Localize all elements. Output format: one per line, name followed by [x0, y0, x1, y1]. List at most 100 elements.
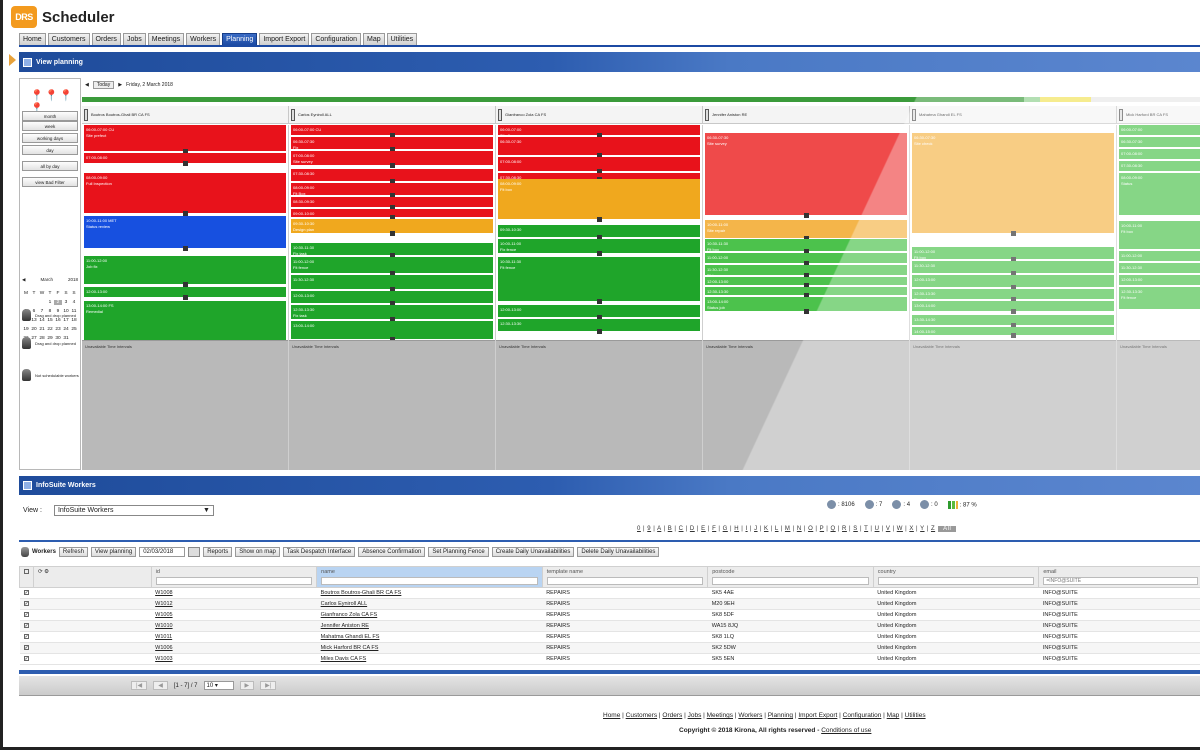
appointment-block[interactable]: 07:30-08:30 — [498, 173, 700, 179]
resize-handle-icon[interactable] — [389, 317, 395, 322]
column-header-email[interactable]: email =INFO@SUITE — [1038, 566, 1200, 588]
appointment-block[interactable]: 12:00-13:00 — [1119, 275, 1200, 285]
calendar-day[interactable]: 8 — [48, 309, 52, 314]
resize-handle-icon[interactable] — [389, 301, 395, 306]
calendar-day[interactable]: 28 — [39, 336, 45, 341]
table-row[interactable]: ✓ W1011 Mahatma Ghandi EL FS REPAIRS SK8 1LQ… — [19, 631, 1200, 643]
calendar-day[interactable]: 11 — [71, 309, 77, 314]
column-header-id[interactable]: id — [150, 566, 318, 588]
resize-handle-icon[interactable] — [389, 271, 395, 276]
calendar-day[interactable]: 2 — [54, 300, 62, 305]
table-row[interactable]: ✓ W1010 Jennifer Aniston RE REPAIRS WA15 8JQ… — [19, 620, 1200, 632]
column-header-postcode[interactable]: postcode — [707, 566, 874, 588]
worker-id-link[interactable]: W1005 — [151, 609, 317, 621]
row-checkbox[interactable]: ✓ — [23, 656, 29, 662]
worker-column-header[interactable]: Mick Harford BR CA FS — [1117, 106, 1200, 124]
resize-handle-icon[interactable] — [389, 231, 395, 236]
worker-group[interactable]: Not schedulable workers — [22, 369, 79, 381]
appointment-block[interactable]: 10:30-11:30 Fit fence — [498, 257, 700, 301]
calendar-day[interactable]: 29 — [47, 336, 53, 341]
resize-handle-icon[interactable] — [182, 211, 188, 216]
view-select[interactable]: InfoSuite Workers ▼ — [53, 505, 214, 516]
alphabet-letter-v[interactable]: V — [885, 526, 891, 532]
next-day-icon[interactable]: ▶ — [118, 82, 123, 88]
table-row[interactable]: ✓ W1005 Gianfranco Zola CA FS REPAIRS SK8 5D… — [19, 609, 1200, 621]
refresh-button[interactable]: Refresh — [58, 547, 88, 557]
column-filter-input[interactable] — [321, 577, 538, 585]
collapse-arrow-icon[interactable] — [9, 54, 16, 66]
calendar-picker-icon[interactable] — [188, 547, 201, 557]
alphabet-letter-0[interactable]: 0 — [637, 526, 641, 532]
appointment-block[interactable]: 08:00-09:00 Status — [1119, 173, 1200, 215]
row-checkbox[interactable]: ✓ — [23, 645, 29, 651]
row-checkbox[interactable]: ✓ — [23, 590, 29, 596]
worker-name-link[interactable]: Gianfranco Zola CA FS — [316, 609, 543, 621]
appointment-block[interactable]: 07:00-08:00 — [1119, 149, 1200, 159]
column-pin-icon[interactable] — [84, 108, 88, 121]
view-mode-working-days-button[interactable]: working days — [22, 133, 78, 143]
appointment-block[interactable]: 09:00-10:00 — [291, 209, 493, 217]
resize-handle-icon[interactable] — [182, 282, 188, 287]
footer-link-home[interactable]: Home — [603, 712, 621, 719]
column-header-country[interactable]: country — [872, 566, 1040, 588]
column-filter-input[interactable] — [712, 577, 869, 585]
column-filter-input[interactable]: =INFO@SUITE — [1043, 577, 1198, 585]
calendar-day[interactable]: 10 — [63, 309, 69, 314]
alphabet-letter-g[interactable]: G — [722, 526, 728, 532]
footer-link-orders[interactable]: Orders — [662, 712, 683, 719]
task-despatch-interface-button[interactable]: Task Despatch Interface — [282, 547, 356, 557]
table-row[interactable]: ✓ W1008 Boutros Boutros-Ghali BR CA FS REPA… — [19, 587, 1200, 599]
appointment-block[interactable]: 12:00-13:00 — [291, 291, 493, 303]
worker-name-link[interactable]: Miles Davis CA FS — [316, 653, 543, 665]
resize-handle-icon[interactable] — [596, 217, 602, 222]
resize-handle-icon[interactable] — [182, 246, 188, 251]
resize-handle-icon[interactable] — [1010, 257, 1016, 262]
date-input[interactable]: 02/03/2018 — [139, 547, 186, 557]
alphabet-letter-e[interactable]: E — [701, 526, 706, 532]
column-pin-icon[interactable] — [705, 108, 709, 121]
worker-column-header[interactable]: Boutros Boutros-Ghali BR CA FS — [82, 106, 289, 124]
footer-link-planning[interactable]: Planning — [767, 712, 794, 719]
resize-handle-icon[interactable] — [389, 337, 395, 342]
alphabet-letter-i[interactable]: I — [745, 526, 748, 532]
appointment-block[interactable]: 06:30-07:30 Site check — [912, 133, 1114, 233]
resize-handle-icon[interactable] — [803, 293, 809, 298]
resize-handle-icon[interactable] — [182, 149, 188, 154]
row-checkbox[interactable]: ✓ — [23, 612, 29, 618]
appointment-block[interactable]: 11:00-12:00 Job fix — [84, 256, 286, 284]
alphabet-letter-m[interactable]: M — [784, 526, 791, 532]
resize-handle-icon[interactable] — [803, 309, 809, 314]
footer-link-jobs[interactable]: Jobs — [687, 712, 702, 719]
resize-handle-icon[interactable] — [803, 283, 809, 288]
calendar-day[interactable]: 22 — [47, 327, 53, 332]
alphabet-letter-c[interactable]: C — [678, 526, 684, 532]
resize-handle-icon[interactable] — [1010, 285, 1016, 290]
view-mode-day-button[interactable]: day — [22, 145, 78, 155]
worker-name-link[interactable]: Mahatma Ghandi EL FS — [316, 631, 543, 643]
row-checkbox[interactable]: ✓ — [23, 634, 29, 640]
appointment-block[interactable]: 07:00-08:00 — [84, 153, 286, 163]
appointment-block[interactable]: 13:00-14:00 — [912, 301, 1114, 311]
appointment-block[interactable]: 10:00-11:00 Fix fence — [498, 239, 700, 253]
appointment-block[interactable]: 10:00-11:00 MET Status review — [84, 216, 286, 248]
calendar-day[interactable]: 24 — [63, 327, 69, 332]
column-filter-input[interactable] — [877, 577, 1035, 585]
resize-handle-icon[interactable] — [596, 299, 602, 304]
footer-link-utilities[interactable]: Utilities — [904, 712, 926, 719]
resize-handle-icon[interactable] — [389, 287, 395, 292]
appointment-block[interactable]: 13:30-14:30 — [912, 315, 1114, 325]
calendar-day[interactable]: 9 — [56, 309, 60, 314]
appointment-block[interactable]: 11:00-12:00 Fit fence — [291, 257, 493, 273]
alphabet-letter-f[interactable]: F — [712, 526, 717, 532]
view-mode-month-button[interactable]: month — [22, 111, 78, 121]
resize-handle-icon[interactable] — [1010, 309, 1016, 314]
worker-id-link[interactable]: W1003 — [151, 653, 317, 665]
resize-handle-icon[interactable] — [803, 261, 809, 266]
resize-handle-icon[interactable] — [389, 133, 395, 138]
appointment-block[interactable]: 07:30-08:30 — [1119, 161, 1200, 171]
conditions-link[interactable]: Conditions of use — [821, 727, 872, 734]
alphabet-letter-h[interactable]: H — [734, 526, 740, 532]
calendar-day[interactable]: 30 — [55, 336, 61, 341]
column-header-template-name[interactable]: template name — [541, 566, 709, 588]
resize-handle-icon[interactable] — [596, 153, 602, 158]
